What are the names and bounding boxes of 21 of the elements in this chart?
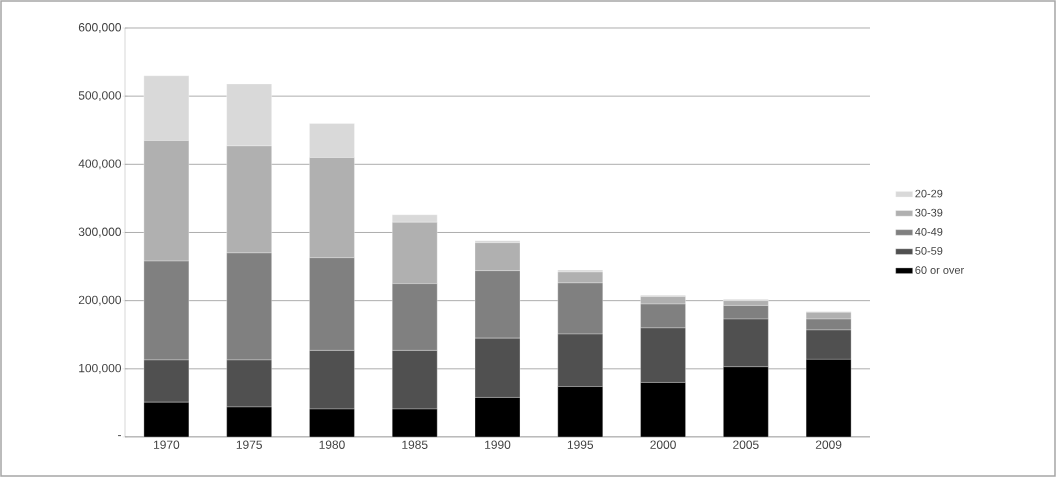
x-tick-label: 2005: [733, 440, 759, 449]
y-tick-label: 300,000: [78, 227, 122, 238]
x-tick-label: 2000: [650, 440, 676, 449]
legend-label: 50-59: [915, 247, 943, 255]
y-tick-label: 100,000: [79, 363, 122, 374]
y-tick-label: 200,000: [78, 295, 122, 306]
legend-label: 40-49: [915, 227, 943, 236]
x-tick-label: 1990: [485, 440, 511, 449]
y-tick-label: 400,000: [78, 159, 122, 170]
legend-label: 60 or over: [915, 266, 964, 274]
x-tick-label: 2009: [815, 440, 842, 449]
x-tick-label: 1980: [319, 440, 345, 449]
y-tick-label: 600,000: [78, 23, 122, 33]
x-tick-label: 1995: [567, 440, 594, 449]
x-tick-label: 1975: [236, 440, 262, 449]
legend-label: 20-29: [915, 189, 943, 198]
y-tick-label: -: [118, 435, 121, 437]
legend-label: 30-39: [915, 208, 943, 217]
x-tick-label: 1985: [402, 440, 428, 449]
x-tick-label: 1970: [154, 440, 180, 449]
y-tick-label: 500,000: [78, 91, 122, 102]
